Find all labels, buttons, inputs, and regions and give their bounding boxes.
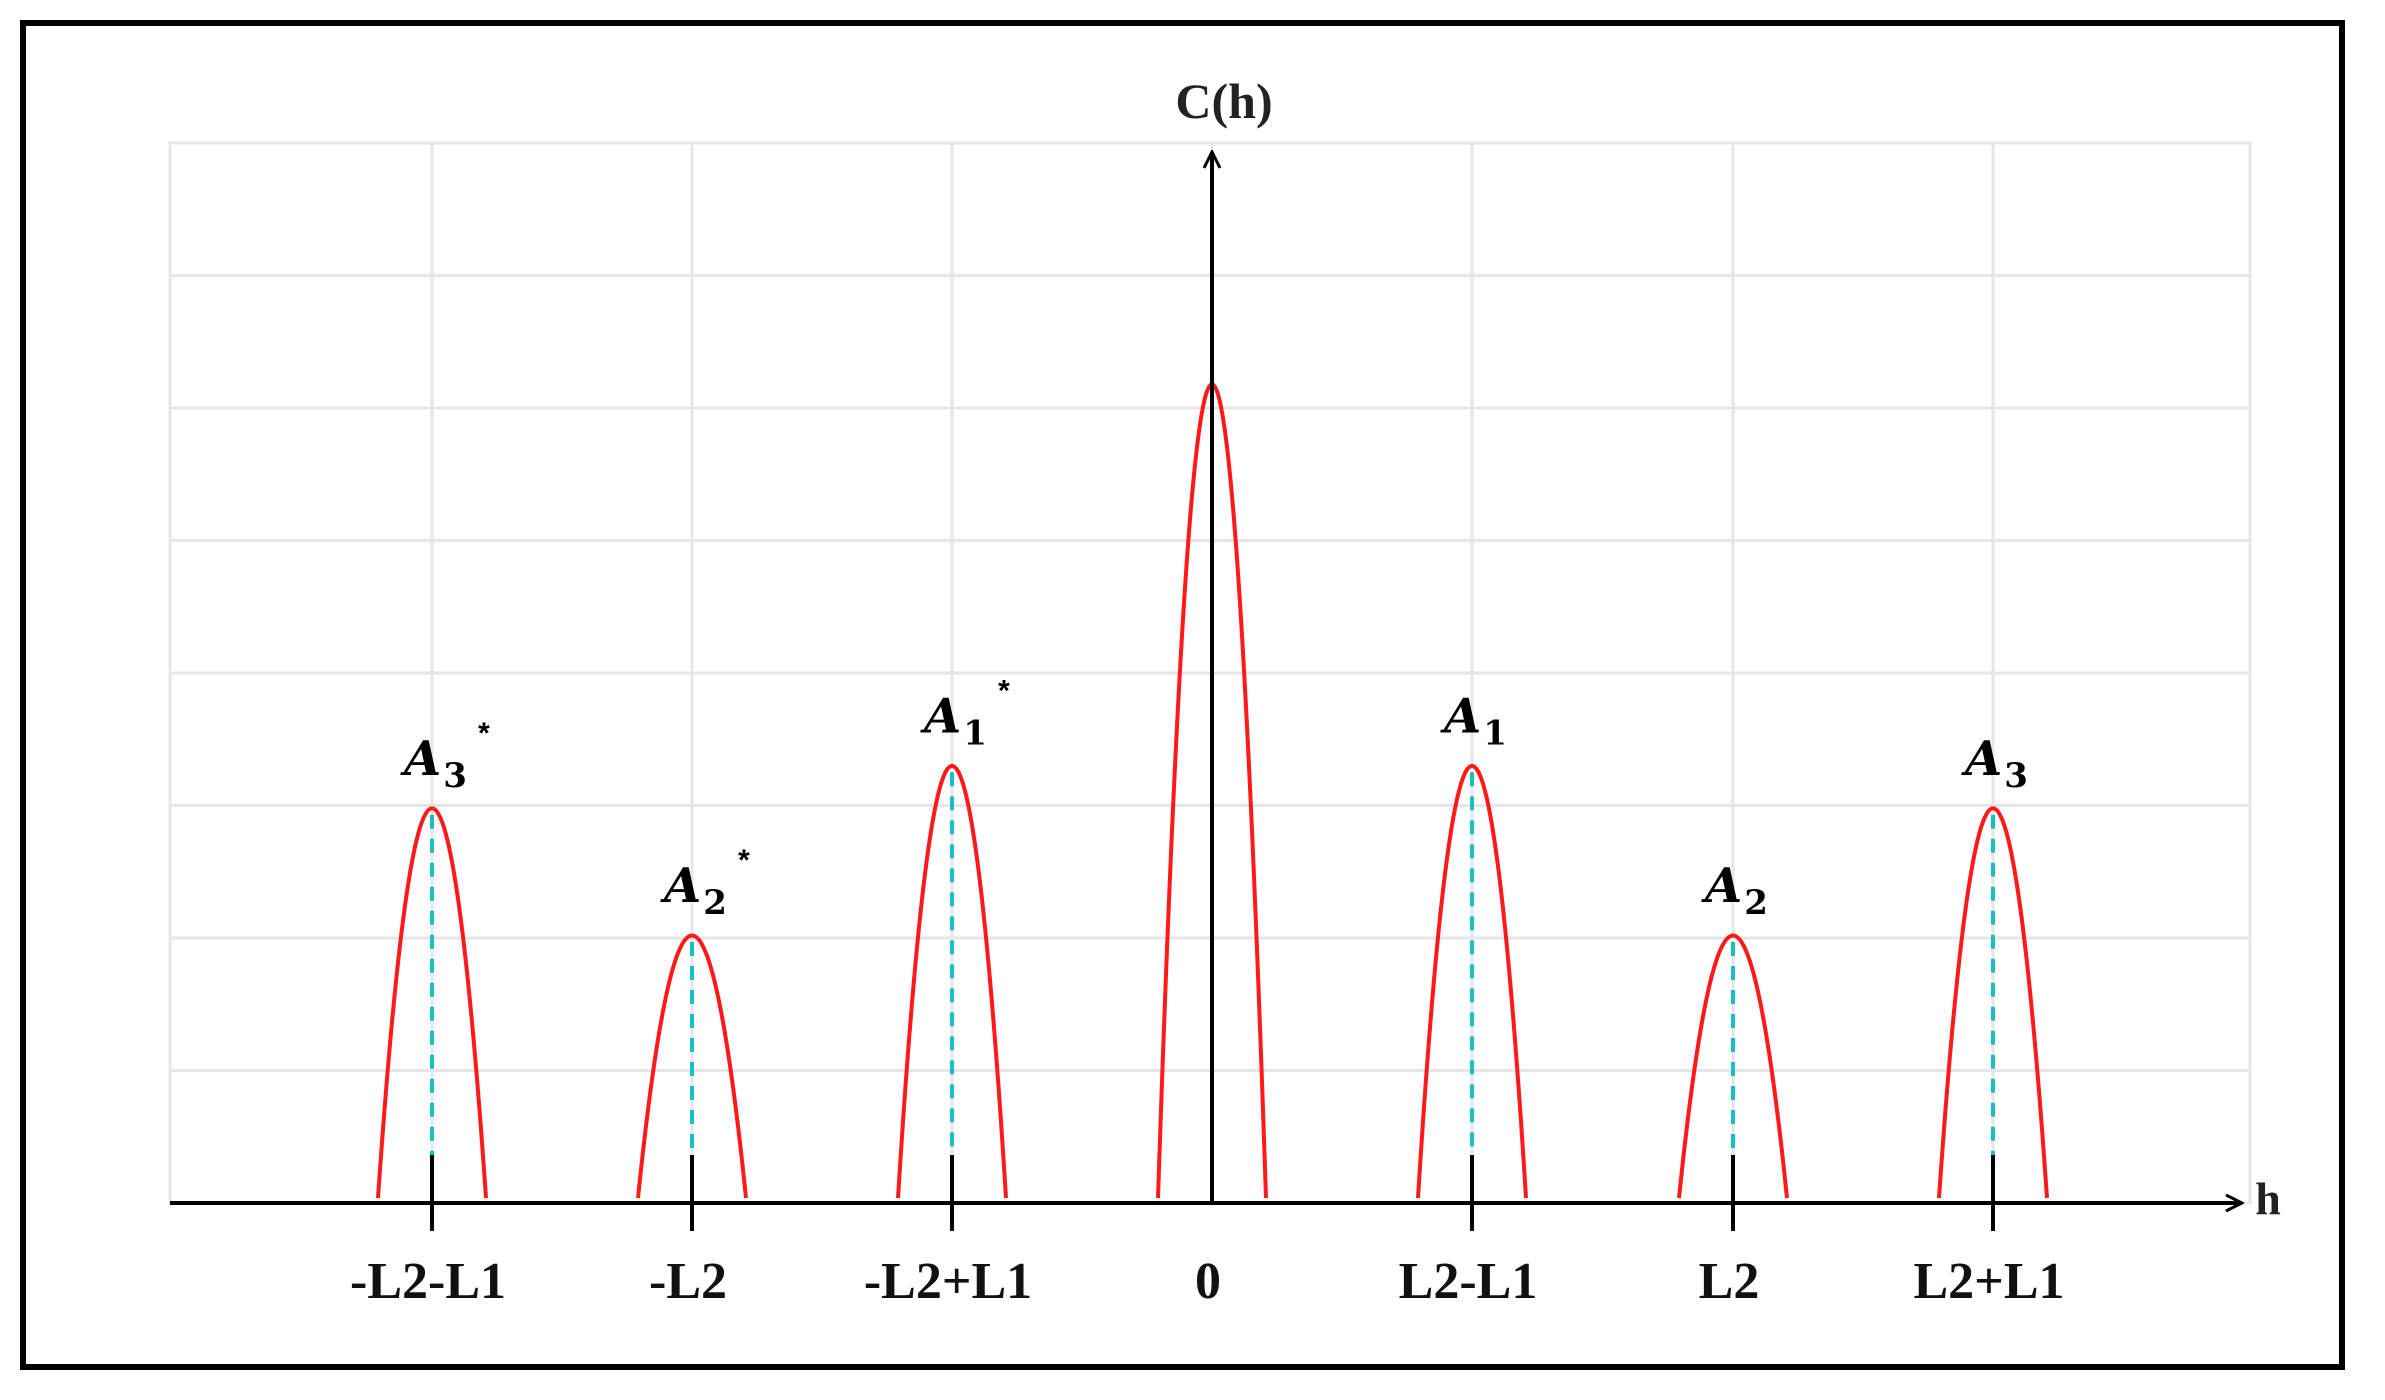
peak-label: A3* bbox=[400, 717, 490, 796]
x-tick-label: -L2 bbox=[649, 1253, 727, 1310]
peak-curve bbox=[636, 933, 748, 1199]
axes bbox=[170, 152, 2242, 1203]
x-tick-label: L2 bbox=[1699, 1253, 1760, 1310]
x-tick-label: -L2+L1 bbox=[864, 1253, 1032, 1310]
y-axis-label: C(h) bbox=[1175, 73, 1272, 129]
peak-label: A1 bbox=[1440, 688, 1507, 753]
peak-curve bbox=[896, 764, 1008, 1199]
peak-curve bbox=[1677, 933, 1789, 1199]
peak-curve bbox=[1937, 806, 2049, 1199]
peak-curve bbox=[376, 806, 488, 1199]
figure-frame bbox=[20, 20, 2345, 1370]
peak-label: A3 bbox=[1961, 731, 2028, 796]
ticks: -L2-L1 -L2 -L2+L1 0 L2-L1 L2 L2+L1 bbox=[350, 1155, 2065, 1310]
x-tick-label: L2-L1 bbox=[1399, 1253, 1538, 1310]
peaks: A3* A2* A1* A1 A2 A3 bbox=[376, 382, 2049, 1199]
x-tick-label: 0 bbox=[1195, 1253, 1221, 1310]
x-tick-label: L2+L1 bbox=[1914, 1253, 2065, 1310]
peak-label: A2* bbox=[660, 844, 750, 923]
x-tick-label: -L2-L1 bbox=[350, 1253, 506, 1310]
x-axis-label: h bbox=[2255, 1173, 2281, 1224]
peak-label: A1* bbox=[920, 674, 1010, 753]
peak-curve bbox=[1416, 764, 1528, 1199]
peak-label: A2 bbox=[1701, 858, 1768, 923]
